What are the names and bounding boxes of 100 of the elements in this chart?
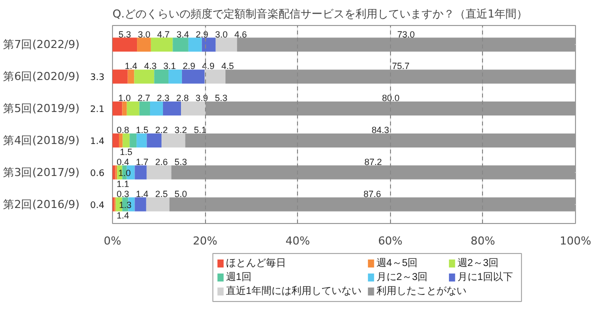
legend-label: 直近1年間には利用していない — [226, 285, 362, 297]
data-label: 2.5 — [155, 188, 168, 199]
bar — [181, 102, 206, 116]
bar — [202, 38, 216, 52]
data-label: 1.0 — [118, 93, 131, 104]
data-label: 4.3 — [144, 61, 157, 72]
bar — [126, 102, 140, 116]
bar — [134, 197, 146, 212]
bar — [134, 70, 154, 84]
data-label: 2.2 — [155, 125, 168, 136]
data-label: 1.4 — [90, 136, 105, 147]
bar — [136, 133, 147, 148]
x-tick-label: 80% — [470, 234, 496, 248]
data-label: 5.3 — [174, 157, 188, 168]
y-tick-label: 第4回(2018/9) — [3, 134, 80, 147]
data-label: 87.6 — [363, 188, 382, 199]
bar — [122, 133, 130, 148]
data-label: 2.9 — [182, 61, 196, 72]
data-label: 3.2 — [174, 125, 188, 136]
bar — [154, 70, 169, 84]
chart-title: Q.どのくらいの頻度で定額制音楽配信サービスを利用していますか？（直近1年間） — [112, 8, 528, 20]
bar — [112, 133, 119, 148]
data-label: 2.8 — [176, 93, 189, 104]
bar — [118, 133, 123, 148]
bar — [146, 133, 162, 148]
data-label: 73.0 — [397, 29, 415, 40]
bar — [139, 102, 150, 116]
bar — [172, 38, 188, 52]
bar — [162, 102, 182, 116]
bar — [122, 102, 127, 116]
data-label: 0.8 — [116, 125, 130, 136]
data-label: 2.7 — [138, 93, 150, 104]
bar — [168, 70, 182, 84]
data-label: 84.3 — [372, 125, 390, 136]
legend-label: 週1回 — [226, 272, 252, 283]
data-label: 4.7 — [157, 29, 170, 40]
bar — [150, 38, 173, 52]
x-tick-label: 40% — [285, 234, 310, 248]
data-label: 5.3 — [214, 93, 228, 104]
data-label: 2.6 — [155, 157, 168, 168]
bar — [182, 70, 205, 84]
x-tick-label: 0% — [104, 234, 122, 248]
legend-label: 週4～5回 — [376, 258, 418, 269]
data-label: 3.9 — [196, 93, 208, 104]
legend-label: 利用したことがない — [376, 285, 466, 297]
data-label: 1.7 — [136, 157, 148, 168]
data-label: 3.0 — [215, 29, 228, 40]
y-tick-label: 第2回(2016/9) — [3, 198, 80, 211]
legend-label: 月に2～3回 — [376, 272, 428, 283]
bar — [204, 70, 226, 84]
bar — [112, 165, 116, 180]
data-label: 0.4 — [90, 200, 105, 211]
y-tick-label: 第7回(2022/9) — [3, 38, 80, 52]
data-label: 1.5 — [120, 146, 132, 157]
data-label: 5.0 — [174, 188, 188, 199]
data-label: 3.0 — [138, 29, 150, 40]
data-label: 1.5 — [136, 125, 148, 136]
data-label: 4.5 — [221, 61, 234, 72]
bar — [188, 38, 202, 52]
data-label: 5.3 — [118, 29, 132, 40]
y-tick-label: 第3回(2017/9) — [3, 166, 80, 179]
bar — [146, 197, 170, 212]
bar — [216, 38, 238, 52]
data-label: 1.4 — [124, 61, 138, 72]
bar — [150, 102, 163, 116]
bar — [130, 133, 137, 148]
bar — [112, 38, 138, 52]
data-label: 1.4 — [136, 188, 148, 199]
bar — [162, 133, 186, 148]
data-label: 3.1 — [163, 61, 176, 72]
y-tick-label: 第5回(2019/9) — [3, 102, 80, 116]
data-label: 75.7 — [392, 61, 410, 72]
bar — [128, 70, 134, 84]
data-label: 0.4 — [116, 157, 130, 168]
data-label: 3.4 — [176, 29, 189, 40]
x-tick-label: 20% — [192, 234, 218, 248]
bar — [137, 38, 151, 52]
data-label: 2.9 — [196, 29, 208, 40]
x-tick-label: 60% — [378, 234, 403, 248]
x-tick-label: 100% — [560, 234, 592, 248]
data-label: 2.1 — [90, 105, 105, 116]
data-label: 1.4 — [116, 210, 130, 221]
legend-label: 週2～3回 — [457, 258, 499, 269]
data-label: 2.3 — [156, 93, 170, 104]
data-label: 1.1 — [116, 178, 130, 189]
data-label: 1.0 — [118, 168, 131, 178]
legend-label: 月に1回以下 — [457, 271, 513, 283]
legend-label: ほとんど毎日 — [226, 257, 286, 269]
data-label: 0.3 — [116, 188, 130, 199]
data-label: 0.6 — [90, 168, 105, 179]
data-label: 87.2 — [364, 157, 382, 168]
data-label: 5.1 — [194, 125, 206, 136]
y-tick-label: 第6回(2020/9) — [3, 70, 80, 84]
data-label: 1.3 — [118, 200, 132, 210]
bar — [146, 165, 172, 180]
bar — [112, 102, 122, 116]
bar — [112, 70, 128, 84]
data-label: 3.3 — [90, 73, 105, 84]
data-label: 4.6 — [234, 29, 247, 40]
data-label: 80.0 — [382, 93, 400, 104]
